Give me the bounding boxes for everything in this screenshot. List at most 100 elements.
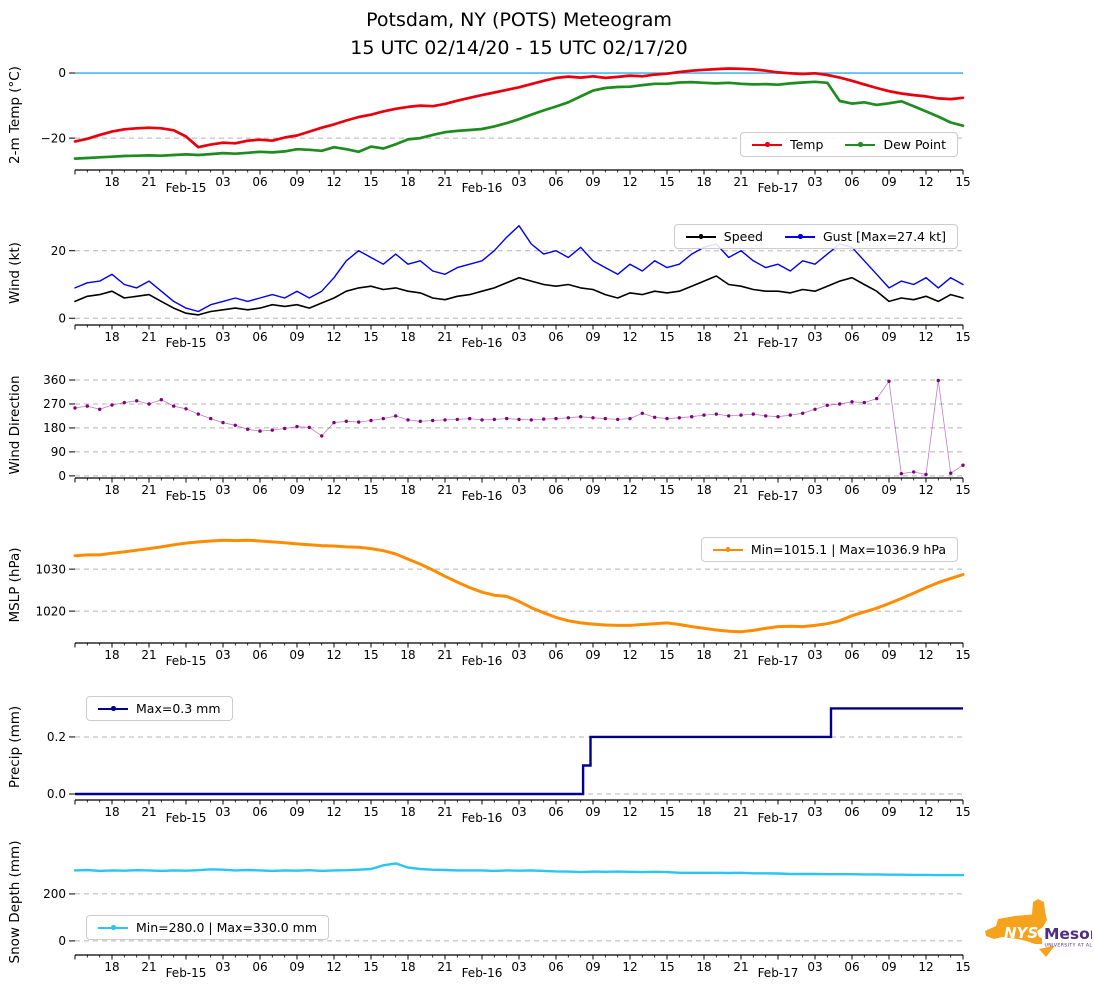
x-tick-day-label: Feb-17 [758,336,799,350]
x-tick-label: 03 [215,960,230,974]
x-tick-label: 18 [400,648,415,662]
x-tick-label: 21 [141,330,156,344]
y-tick-label: 0 [58,311,66,325]
x-tick-label: 21 [141,483,156,497]
long-island-icon [1039,945,1055,957]
x-tick-label: 18 [104,175,119,189]
y-tick-label: −20 [41,131,66,145]
wind-direction-dot [122,400,127,405]
temp-legend: Temp Dew Point [740,132,958,157]
wind-direction-dot [751,412,755,416]
x-tick-label: 12 [918,330,933,344]
x-tick-label: 03 [511,330,526,344]
x-tick-label: 18 [104,483,119,497]
dew-point-line [73,80,965,160]
x-tick-label: 06 [252,648,267,662]
x-tick-day-label: Feb-15 [166,336,207,350]
x-tick-label: 18 [696,483,711,497]
wind-direction-dot [529,418,533,422]
x-tick-day-label: Feb-16 [462,654,503,668]
y-tick-label: 270 [43,397,66,411]
x-tick-label: 06 [548,483,563,497]
wind-direction-dot [554,416,558,421]
logo-subtitle-text: UNIVERSITY AT ALBANY [1045,943,1093,949]
x-tick-label: 06 [252,805,267,819]
legend-label: Min=1015.1 | Max=1036.9 hPa [750,542,946,557]
legend-entry: Speed [685,229,763,244]
x-tick-label: 12 [326,960,341,974]
x-tick-label: 18 [400,483,415,497]
x-tick-label: 06 [844,805,859,819]
legend-label: Min=280.0 | Max=330.0 mm [136,920,318,935]
x-tick-day-label: Feb-16 [462,336,503,350]
temp-panel: 0 −20 18 21 Feb-15 03 06 09 12 15 18 21 Feb-16 03 06 09… [41,66,971,195]
wind-direction-dot [270,428,274,432]
x-tick-label: 03 [511,175,526,189]
y-tick-label: 180 [43,421,66,435]
x-tick-label: 03 [215,175,230,189]
wind-direction-dot [320,434,324,438]
wind-direction-dot [690,415,694,419]
x-tick-label: 09 [289,330,304,344]
x-tick-label: 03 [511,805,526,819]
x-tick-day-label: Feb-16 [462,811,503,825]
y-tick-label: 20 [51,244,66,258]
x-tick-day-label: Feb-17 [758,181,799,195]
legend-dot-icon [725,546,731,552]
x-tick-label: 18 [696,330,711,344]
wind-direction-dot [505,416,509,421]
x-tick-label: 21 [733,648,748,662]
x-tick-label: 12 [622,175,637,189]
wind-direction-dot [628,416,632,421]
x-tick-label: 03 [511,483,526,497]
x-tick-label: 18 [696,648,711,662]
legend-line-marker-icon [685,233,716,239]
x-tick-label: 12 [326,805,341,819]
x-tick-label: 18 [696,960,711,974]
x-tick-label: 06 [844,330,859,344]
wind-direction-dot [850,400,854,404]
wind-direction-dot [542,417,546,421]
title-line-1: Potsdam, NY (POTS) Meteogram [366,9,672,31]
x-tick-label: 09 [881,805,896,819]
x-tick-label: 12 [918,483,933,497]
wind-direction-dot [369,418,373,423]
wind-direction-dot [468,416,472,421]
x-tick-label: 12 [622,960,637,974]
wind-direction-dot [73,406,77,410]
wind-legend: Speed Gust [Max=27.4 kt] [673,224,958,249]
x-tick-label: 21 [141,175,156,189]
wind-direction-dot [381,416,385,421]
x-tick-label: 15 [955,483,970,497]
x-tick-label: 12 [326,175,341,189]
x-tick-label: 12 [622,483,637,497]
legend-entry: Dew Point [845,137,946,152]
wind-direction-dot [788,413,792,417]
x-tick-label: 21 [733,330,748,344]
x-tick-label: 21 [437,960,452,974]
x-tick-label: 09 [881,960,896,974]
x-tick-label: 18 [696,805,711,819]
x-tick-label: 03 [807,330,822,344]
wind-direction-dot [307,425,311,430]
ny-state-icon [985,899,1047,944]
wind-direction-dot [912,470,916,474]
snow-depth-line [73,862,965,877]
x-tick-label: 03 [807,805,822,819]
legend-line-marker-icon [98,705,128,711]
wind-direction-dot [616,417,620,422]
x-tick-label: 18 [104,805,119,819]
x-tick-label: 18 [400,175,415,189]
legend-label: Dew Point [883,137,946,152]
x-tick-label: 12 [918,648,933,662]
legend-line-marker-icon [712,546,743,552]
x-tick-label: 12 [326,330,341,344]
x-tick-label: 09 [289,648,304,662]
wind-direction-dot [727,414,731,418]
wind-direction-dot [295,424,299,429]
wind-direction-dot [764,414,768,418]
x-tick-day-label: Feb-17 [758,966,799,980]
legend-dot-icon [698,233,704,239]
wind-direction-dot [184,407,188,411]
snow-panel: 200 0 18 21 Feb-15 03 06 09 12 15 18 21 Feb-16 03 06 09… [43,862,971,980]
